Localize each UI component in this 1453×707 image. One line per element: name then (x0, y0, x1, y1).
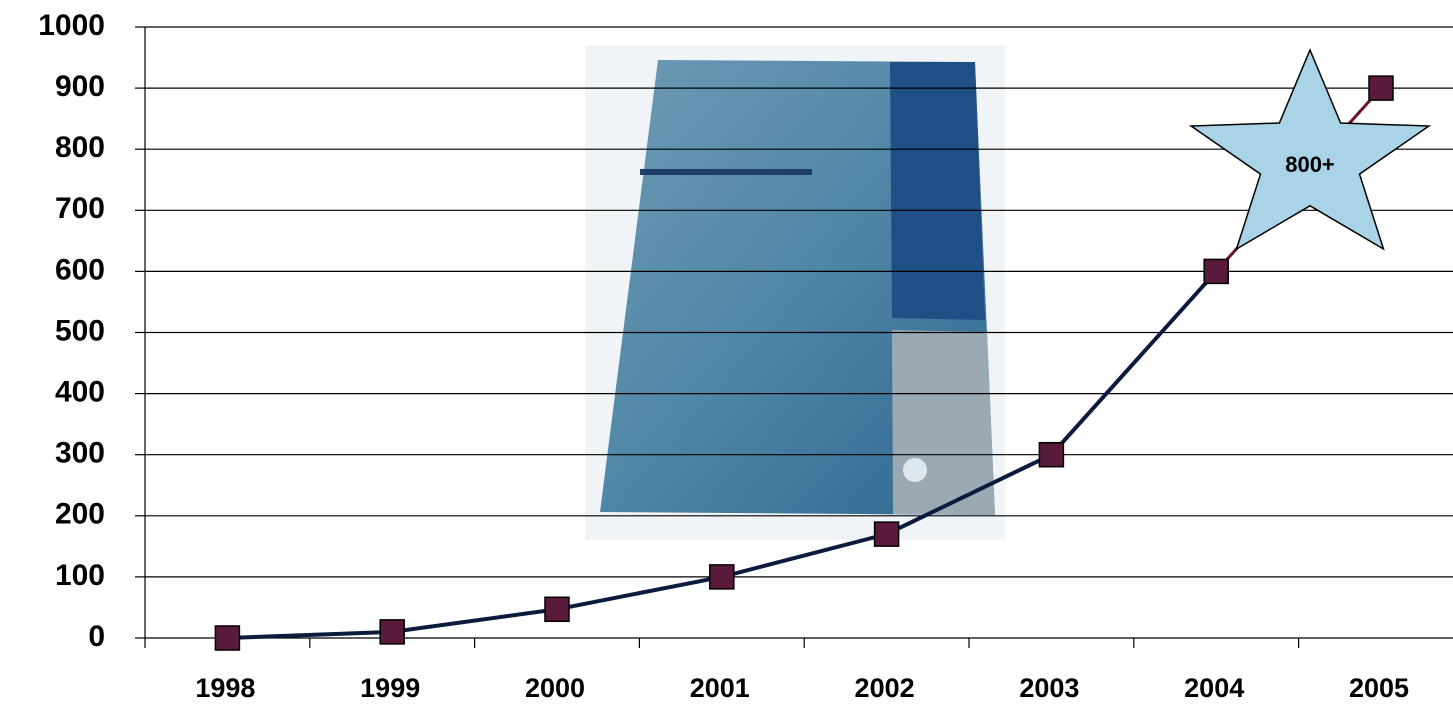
x-tick-label: 2005 (1349, 673, 1409, 703)
x-tick-label: 2001 (690, 673, 750, 703)
x-tick-label: 2000 (525, 673, 585, 703)
marker (873, 521, 900, 547)
x-tick-label: 2004 (1184, 673, 1244, 703)
book-image (585, 45, 1005, 540)
marker (379, 619, 405, 645)
y-tick-label: 0 (88, 620, 105, 653)
y-tick-label: 100 (55, 559, 105, 592)
y-tick-label: 700 (55, 192, 105, 225)
x-tick-label: 2003 (1019, 673, 1079, 703)
y-tick-label: 900 (55, 70, 105, 103)
marker (544, 596, 570, 623)
y-tick-label: 800 (55, 131, 105, 164)
marker (709, 564, 735, 590)
y-tick-label: 500 (55, 314, 105, 347)
marker (214, 625, 241, 651)
x-tick-label: 2002 (855, 673, 915, 703)
annotation-star (1188, 48, 1432, 251)
marker (1368, 75, 1394, 101)
y-tick-label: 600 (55, 253, 105, 286)
marker (1038, 441, 1065, 468)
y-tick-label: 300 (55, 437, 105, 470)
marker (1203, 258, 1229, 285)
x-tick-label: 1998 (195, 673, 255, 703)
annotation-label: 800+ (1285, 152, 1335, 177)
y-tick-label: 1000 (38, 9, 105, 42)
x-tick-label: 1999 (360, 673, 420, 703)
y-tick-label: 400 (55, 376, 105, 409)
y-tick-label: 200 (55, 498, 105, 531)
